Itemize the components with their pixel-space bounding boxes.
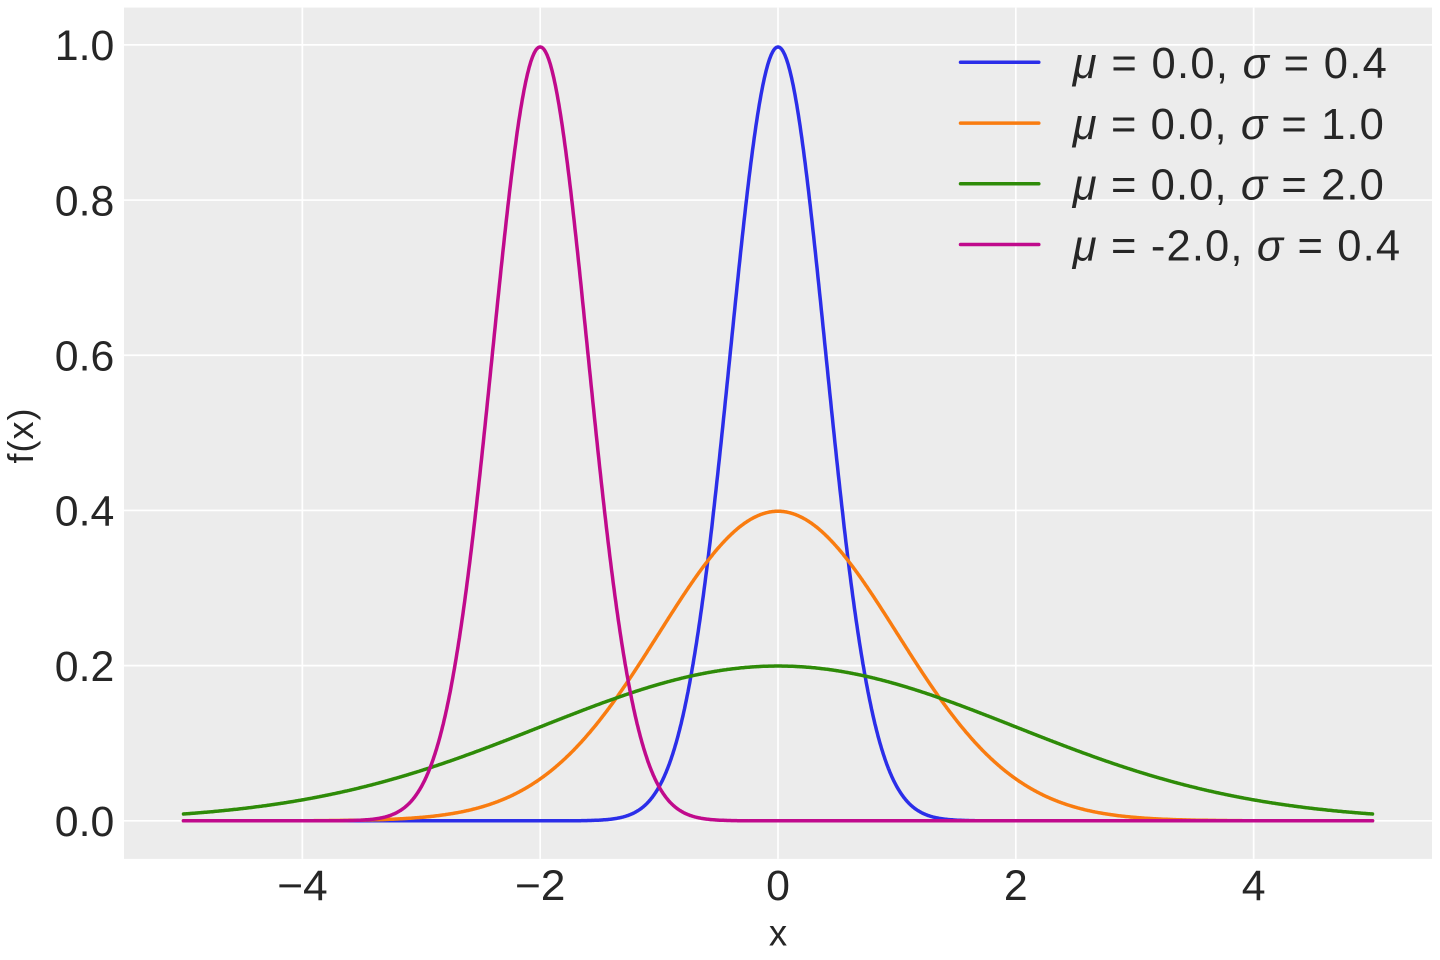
svg-text:μ = 0.0, σ = 2.0: μ = 0.0, σ = 2.0 — [1072, 162, 1384, 210]
svg-text:−4: −4 — [277, 862, 328, 910]
svg-text:μ = -2.0, σ = 0.4: μ = -2.0, σ = 0.4 — [1072, 222, 1400, 270]
svg-text:x: x — [769, 912, 787, 953]
svg-text:−2: −2 — [515, 862, 566, 910]
svg-text:0.2: 0.2 — [55, 643, 115, 691]
svg-text:2: 2 — [1004, 862, 1028, 910]
svg-text:0.6: 0.6 — [55, 333, 115, 381]
svg-text:1.0: 1.0 — [55, 22, 115, 70]
svg-text:4: 4 — [1242, 862, 1266, 910]
svg-text:μ = 0.0, σ = 1.0: μ = 0.0, σ = 1.0 — [1072, 101, 1384, 149]
svg-text:0: 0 — [766, 862, 790, 910]
svg-text:0.8: 0.8 — [55, 177, 115, 225]
svg-text:0.0: 0.0 — [55, 798, 115, 846]
svg-text:f(x): f(x) — [0, 408, 41, 464]
svg-text:μ = 0.0, σ = 0.4: μ = 0.0, σ = 0.4 — [1072, 40, 1387, 88]
svg-text:0.4: 0.4 — [55, 488, 115, 536]
